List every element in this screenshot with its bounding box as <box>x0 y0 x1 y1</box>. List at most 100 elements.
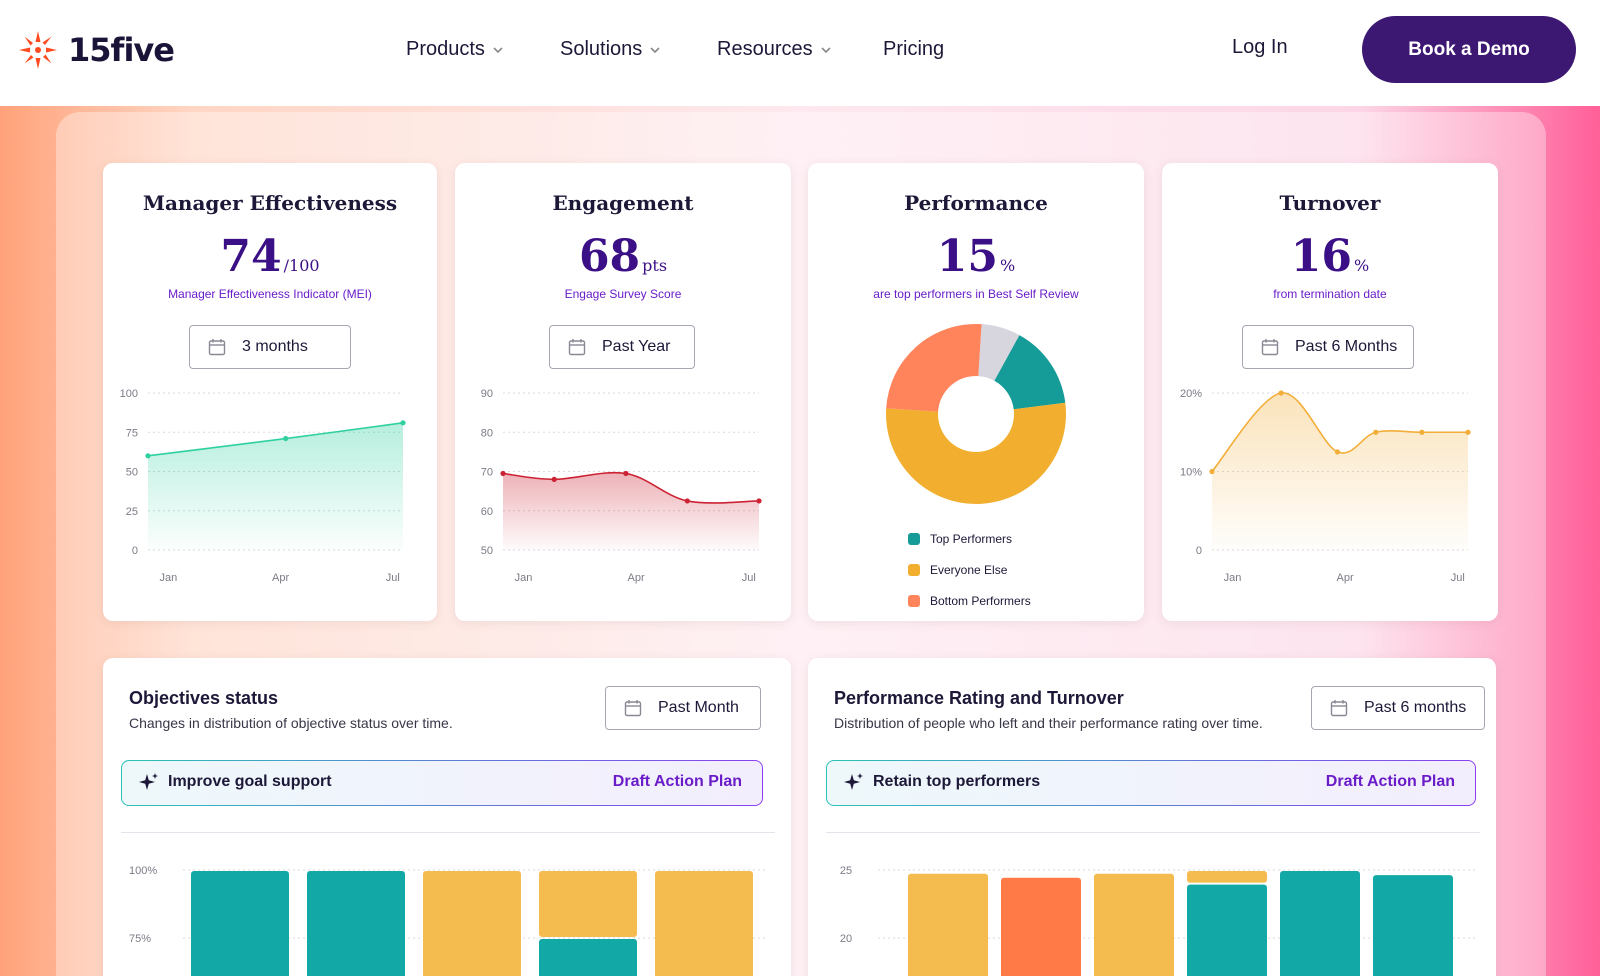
menu-products-label: Products <box>406 38 485 60</box>
metric-unit: % <box>1000 256 1016 275</box>
calendar-icon <box>624 700 642 717</box>
metric-value: 15% <box>808 231 1144 282</box>
y-tick-label: 10% <box>1180 467 1202 479</box>
bar-segment <box>908 873 988 976</box>
menu-resources[interactable]: Resources <box>717 38 831 61</box>
metric-value: 68 pts <box>455 231 791 282</box>
menu-products[interactable]: Products <box>406 38 503 61</box>
chevron-down-icon <box>650 46 660 53</box>
x-tick-label: Jul <box>386 572 400 584</box>
y-tick-label: 100% <box>129 865 157 877</box>
bar-segment <box>539 871 637 937</box>
metric-subtitle: Manager Effectiveness Indicator (MEI) <box>168 287 372 301</box>
date-range-label: Past Month <box>658 699 739 716</box>
sparkle-icon <box>139 773 158 790</box>
logo[interactable]: 15five <box>16 28 175 72</box>
logo-text: 15five <box>68 31 175 69</box>
x-tick-label: Apr <box>628 572 645 584</box>
x-tick-label: Jan <box>160 572 178 584</box>
date-range-selector[interactable]: Past 6 Months <box>1242 325 1414 369</box>
y-tick-label: 50 <box>126 467 138 479</box>
data-point <box>1419 429 1425 435</box>
bar-segment <box>1187 871 1267 883</box>
card-title: Engagement <box>552 191 694 215</box>
section-title: Objectives status <box>129 688 279 708</box>
draft-action-plan-link[interactable]: Draft Action Plan <box>1325 773 1455 790</box>
legend-item: Everyone Else <box>908 554 1031 585</box>
data-point <box>283 435 289 442</box>
y-tick-label: 0 <box>132 545 138 557</box>
action-banner-retain-top-performers[interactable]: Retain top performers Draft Action Plan <box>826 760 1476 806</box>
date-range-selector[interactable]: Past 6 months <box>1311 686 1485 730</box>
y-tick-label: 90 <box>481 388 493 400</box>
x-tick-label: Apr <box>1337 572 1354 584</box>
date-range-label: Past 6 months <box>1364 699 1467 716</box>
x-tick-label: Jan <box>515 572 533 584</box>
legend-swatch <box>908 563 920 576</box>
y-tick-label: 20% <box>1180 388 1202 400</box>
x-tick-label: Jan <box>1224 572 1242 584</box>
manager-effectiveness-card: Manager Effectiveness 74/100 Manager Eff… <box>103 163 437 621</box>
draft-action-plan-link[interactable]: Draft Action Plan <box>612 773 742 790</box>
objectives-status-card: Objectives status Changes in distributio… <box>103 658 791 976</box>
rating-turnover-stacked-bar-chart: 25 20 <box>840 865 1478 976</box>
bar-segment <box>1373 875 1453 976</box>
metric-subtitle: Engage Survey Score <box>564 287 682 301</box>
date-range-selector[interactable]: Past Month <box>605 686 761 730</box>
metric-unit: % <box>1354 256 1370 275</box>
section-description: Distribution of people who left and thei… <box>834 715 1263 731</box>
area-fill <box>148 422 403 550</box>
turnover-chart: 20% 10% 0 Jan Apr Jul <box>1180 388 1471 584</box>
logo-burst-icon <box>19 31 57 69</box>
top-nav: 15five Products Solutions Resources Pric… <box>0 0 1600 106</box>
data-point <box>1373 429 1379 435</box>
engagement-card: Engagement 68 pts Engage Survey Score Pas… <box>455 163 791 621</box>
divider <box>121 832 775 833</box>
y-tick-label: 70 <box>481 467 493 479</box>
x-tick-label: Apr <box>272 572 289 584</box>
menu-resources-label: Resources <box>717 38 813 60</box>
metric-number: 68 <box>578 231 641 282</box>
y-tick-label: 25 <box>126 506 138 518</box>
action-banner-improve-goal-support[interactable]: Improve goal support Draft Action Plan <box>121 760 763 806</box>
sparkle-icon <box>844 773 863 790</box>
legend-label: Bottom Performers <box>930 593 1031 608</box>
y-tick-label: 50 <box>481 545 493 557</box>
y-tick-label: 100 <box>120 388 138 400</box>
legend-swatch <box>908 594 920 607</box>
engagement-chart: 90 80 70 60 50 Jan Apr Jul <box>481 388 762 584</box>
data-point <box>551 476 557 482</box>
performance-donut-chart <box>886 324 1066 505</box>
objectives-stacked-bar-chart: 100% 75% <box>129 865 767 976</box>
area-fill <box>503 472 759 550</box>
data-point <box>400 420 406 426</box>
manager-effectiveness-chart: 100 75 50 25 0 Jan Apr Jul <box>120 388 406 584</box>
y-tick-label: 20 <box>840 933 852 945</box>
bar-segment <box>539 939 637 976</box>
chevron-down-icon <box>493 46 503 53</box>
data-point <box>1465 429 1471 435</box>
card-title: Manager Effectiveness <box>142 191 398 215</box>
y-tick-label: 60 <box>481 506 493 518</box>
book-demo-button[interactable]: Book a Demo <box>1362 16 1576 83</box>
section-title: Performance Rating and Turnover <box>834 688 1124 708</box>
date-range-selector[interactable]: 3 months <box>189 325 351 369</box>
menu-pricing[interactable]: Pricing <box>883 38 944 61</box>
turnover-card: Turnover 16% from termination date Past … <box>1162 163 1498 621</box>
bar-segment <box>1187 884 1267 976</box>
login-link[interactable]: Log In <box>1232 36 1288 58</box>
divider <box>826 832 1480 833</box>
legend-item: Top Performers <box>908 523 1031 554</box>
metric-value: 74/100 <box>103 231 437 282</box>
menu-solutions[interactable]: Solutions <box>560 38 660 61</box>
y-tick-label: 75 <box>126 427 138 439</box>
data-point <box>1278 390 1284 396</box>
date-range-selector[interactable]: Past Year <box>549 325 695 369</box>
performance-card: Performance 15% are top performers in Be… <box>808 163 1144 621</box>
y-tick-label: 80 <box>481 427 493 439</box>
legend-swatch <box>908 532 920 545</box>
metric-value: 16% <box>1162 231 1498 282</box>
bar-segment <box>1094 873 1174 976</box>
metric-subtitle: from termination date <box>1273 287 1387 301</box>
x-tick-label: Jul <box>1451 572 1465 584</box>
